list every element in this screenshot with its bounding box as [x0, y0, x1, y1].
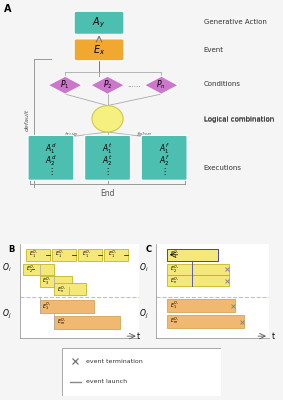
Bar — [167, 249, 218, 261]
Text: $A_2^t$: $A_2^t$ — [102, 153, 113, 168]
Text: $O_j$: $O_j$ — [2, 308, 12, 320]
Text: default: default — [24, 109, 29, 131]
Bar — [54, 284, 86, 295]
Bar — [40, 276, 72, 287]
FancyBboxPatch shape — [74, 11, 124, 34]
Text: $E_n^{O_i}$: $E_n^{O_i}$ — [57, 284, 65, 294]
FancyBboxPatch shape — [141, 135, 187, 180]
Text: $A_2^f$: $A_2^f$ — [159, 153, 170, 168]
Text: Conditions: Conditions — [204, 81, 241, 87]
Text: $A_y$: $A_y$ — [93, 16, 106, 30]
Text: event launch: event launch — [86, 379, 127, 384]
FancyBboxPatch shape — [74, 39, 124, 61]
Text: $E_1^{O_j}$: $E_1^{O_j}$ — [170, 300, 179, 312]
Text: $P_1$: $P_1$ — [60, 79, 70, 92]
Text: $E_1^{O_j}$: $E_1^{O_j}$ — [42, 301, 51, 312]
Text: $A_1^t$: $A_1^t$ — [102, 141, 113, 156]
Text: ⋮: ⋮ — [47, 167, 55, 176]
Bar — [167, 264, 229, 275]
Text: t: t — [137, 332, 140, 341]
Text: true: true — [64, 132, 77, 137]
Text: ⋮: ⋮ — [160, 167, 168, 176]
Text: $P_n$: $P_n$ — [156, 79, 166, 92]
FancyBboxPatch shape — [28, 135, 74, 180]
Text: End: End — [100, 189, 115, 198]
Text: Logical combination: Logical combination — [204, 116, 274, 122]
Text: false: false — [137, 132, 152, 137]
Text: $P_2$: $P_2$ — [103, 79, 112, 92]
Text: $O_i$: $O_i$ — [139, 262, 149, 274]
Text: t: t — [271, 332, 275, 341]
Text: ⋮: ⋮ — [103, 167, 112, 176]
Bar — [54, 316, 120, 329]
Text: $E_m^{O_j}$: $E_m^{O_j}$ — [170, 316, 179, 327]
Text: $A_1^f$: $A_1^f$ — [159, 141, 170, 156]
Bar — [167, 316, 244, 328]
Bar — [167, 249, 218, 261]
Text: Generative Action: Generative Action — [204, 18, 267, 25]
Bar — [23, 264, 54, 275]
Text: A: A — [4, 4, 12, 14]
Text: event termination: event termination — [86, 359, 143, 364]
Bar — [167, 300, 235, 312]
Text: Executions: Executions — [204, 165, 242, 171]
Bar — [78, 249, 102, 261]
Text: $O_i$: $O_i$ — [2, 262, 12, 274]
Text: $E_1^{O_i}$: $E_1^{O_i}$ — [29, 249, 38, 260]
Text: C: C — [146, 245, 152, 254]
Text: Logical combination: Logical combination — [204, 117, 274, 123]
Text: $E_1^{O_i}$: $E_1^{O_i}$ — [170, 249, 179, 260]
Polygon shape — [144, 76, 178, 94]
Text: B: B — [8, 245, 15, 254]
Text: $E_1^{O_i}$: $E_1^{O_i}$ — [108, 249, 117, 260]
FancyBboxPatch shape — [85, 135, 130, 180]
Text: $E_1^{O_i}$: $E_1^{O_i}$ — [55, 249, 64, 260]
Bar — [167, 275, 229, 286]
Bar — [104, 249, 128, 261]
Text: $A_2^d$: $A_2^d$ — [45, 153, 57, 168]
Bar — [40, 300, 93, 313]
Text: $E_1^{O_i}$: $E_1^{O_i}$ — [82, 249, 91, 260]
Text: $E_2^{O_i}$: $E_2^{O_i}$ — [170, 264, 179, 275]
Polygon shape — [48, 76, 82, 94]
Text: $O_j$: $O_j$ — [139, 308, 149, 320]
Text: $E_m^{O_j}$: $E_m^{O_j}$ — [57, 317, 65, 328]
Text: $E_n^{O_i}$: $E_n^{O_i}$ — [170, 275, 179, 286]
Text: $E_2^{O_i}$: $E_2^{O_i}$ — [26, 264, 35, 275]
Circle shape — [92, 106, 123, 132]
Bar — [52, 249, 76, 261]
Text: $E_x$: $E_x$ — [93, 43, 105, 56]
Text: Event: Event — [204, 47, 224, 53]
Text: ......: ...... — [128, 82, 141, 88]
Text: $E_3^{O_i}$: $E_3^{O_i}$ — [42, 276, 51, 287]
Polygon shape — [91, 76, 125, 94]
Text: $A_1^d$: $A_1^d$ — [45, 141, 57, 156]
Bar — [26, 249, 50, 261]
